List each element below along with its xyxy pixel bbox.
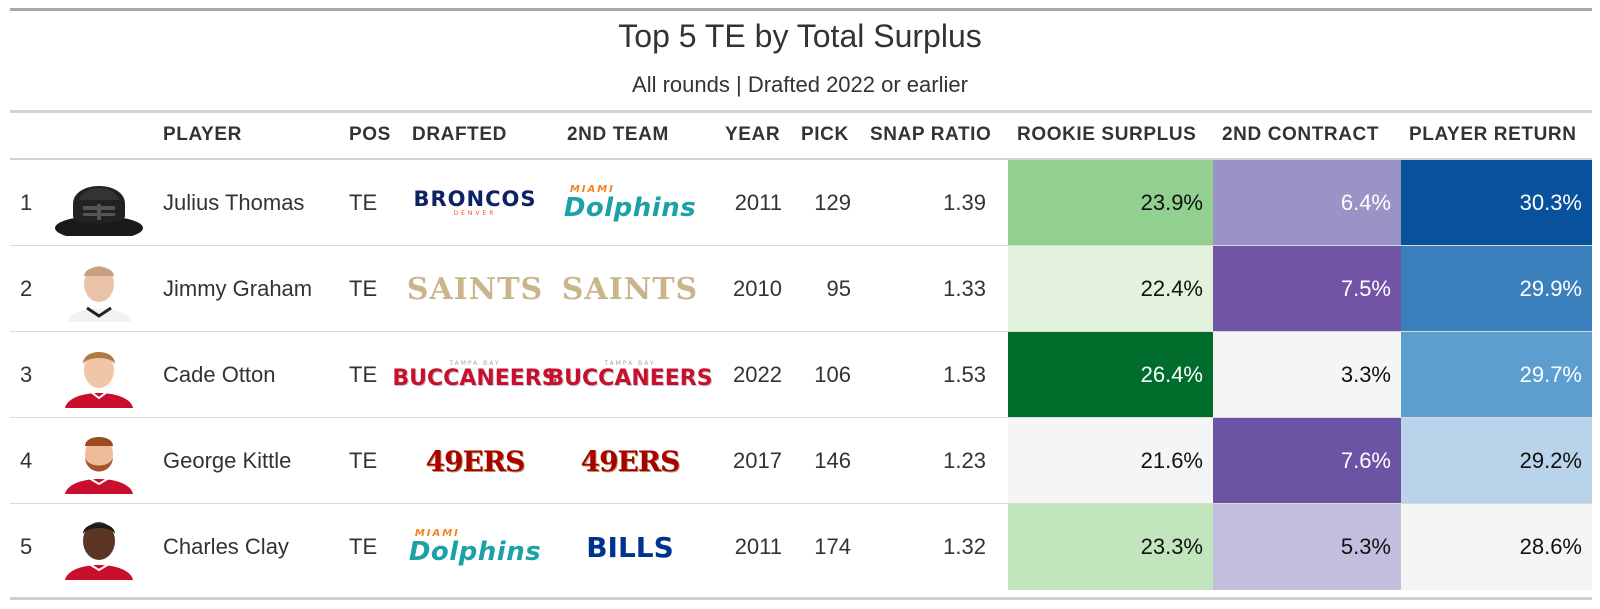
drafted-team-cell: TAMPA BAY BUCCANEERS (392, 332, 557, 418)
dolphins-logo: MIAMI Dolphins (563, 184, 697, 223)
second-contract-cell: 3.3% (1213, 332, 1401, 418)
drafted-team-cell: SAINTS (400, 246, 550, 332)
snap-ratio-cell: 1.53 (943, 362, 986, 387)
player-return-cell: 29.7% (1401, 332, 1592, 418)
chart-title: Top 5 TE by Total Surplus (618, 18, 982, 54)
rookie-surplus-cell: 26.4% (1008, 332, 1213, 418)
year-cell: 2011 (734, 190, 782, 215)
second-team-cell: TAMPA BAY BUCCANEERS (547, 332, 712, 418)
header-player: PLAYER (163, 124, 242, 145)
header-2nd-contract: 2ND CONTRACT (1222, 124, 1380, 145)
rank-cell: 4 (20, 448, 33, 473)
drafted-team-cell: MIAMI Dolphins (400, 504, 550, 590)
player-photo (52, 160, 146, 246)
player-name-cell: Charles Clay (163, 534, 289, 559)
second-team-cell: MIAMI Dolphins (555, 160, 705, 246)
49ers-logo: 49ERS (580, 444, 681, 478)
chart-subtitle: All rounds | Drafted 2022 or earlier (632, 72, 968, 97)
pick-cell: 95 (826, 276, 851, 301)
rank-cell: 5 (20, 534, 33, 559)
player-return-cell: 29.2% (1401, 418, 1592, 504)
rookie-surplus-cell: 23.9% (1008, 160, 1213, 246)
second-contract-cell: 5.3% (1213, 504, 1401, 590)
second-contract-cell: 7.5% (1213, 246, 1401, 332)
header-bottom-rule (10, 158, 1592, 160)
player-photo (52, 418, 146, 504)
player-return-cell: 30.3% (1401, 160, 1592, 246)
second-contract-cell: 6.4% (1213, 160, 1401, 246)
rank-cell: 1 (20, 190, 33, 215)
player-name-cell: Cade Otton (163, 362, 276, 387)
header-year: YEAR (725, 124, 781, 145)
snap-ratio-cell: 1.32 (943, 534, 986, 559)
table-row: 5 Charles Clay TE MIAMI Dolphins BILLS 2011 174… (10, 504, 1592, 590)
header-snap-ratio: SNAP RATIO (870, 124, 992, 145)
second-team-cell: BILLS (555, 504, 705, 590)
row-divider (10, 417, 1592, 418)
rookie-surplus-cell: 21.6% (1008, 418, 1213, 504)
player-photo (52, 504, 146, 590)
player-name-cell: Julius Thomas (163, 190, 305, 215)
table-row: 1 Julius Thomas TE BRONCOS DENVER MIAMI Dolphi… (10, 160, 1592, 246)
bills-logo: BILLS (586, 530, 674, 564)
header-rookie-surplus: ROOKIE SURPLUS (1017, 124, 1197, 145)
year-cell: 2017 (733, 448, 782, 473)
pos-cell: TE (349, 190, 378, 215)
year-cell: 2022 (733, 362, 782, 387)
drafted-team-cell: BRONCOS DENVER (400, 160, 550, 246)
player-photo (52, 246, 146, 332)
year-cell: 2011 (734, 534, 782, 559)
rookie-surplus-cell: 23.3% (1008, 504, 1213, 590)
broncos-logo: BRONCOS DENVER (413, 187, 537, 217)
pos-cell: TE (349, 362, 378, 387)
saints-logo: SAINTS (561, 271, 699, 307)
header-pick: PICK (801, 124, 849, 145)
snap-ratio-cell: 1.23 (943, 448, 986, 473)
header-player-return: PLAYER RETURN (1409, 124, 1577, 145)
header-2nd-team: 2ND TEAM (567, 124, 669, 145)
buccaneers-logo: TAMPA BAY BUCCANEERS (392, 359, 558, 391)
row-divider (10, 245, 1592, 246)
header-pos: POS (349, 124, 391, 145)
player-return-cell: 29.9% (1401, 246, 1592, 332)
player-name-cell: Jimmy Graham (163, 276, 313, 301)
rookie-surplus-cell: 22.4% (1008, 246, 1213, 332)
table-row: 2 Jimmy Graham TE SAINTS SAINTS 2010 95 1.33 22.… (10, 246, 1592, 332)
player-name-cell: George Kittle (163, 448, 292, 473)
snap-ratio-cell: 1.33 (943, 276, 986, 301)
buccaneers-logo: TAMPA BAY BUCCANEERS (547, 359, 713, 391)
player-photo (52, 332, 146, 418)
pick-cell: 174 (814, 534, 851, 559)
rank-cell: 3 (20, 362, 33, 387)
header-top-rule (10, 110, 1592, 113)
drafted-team-cell: 49ERS (400, 418, 550, 504)
pick-cell: 146 (814, 448, 851, 473)
dolphins-logo: MIAMI Dolphins (408, 528, 542, 567)
pos-cell: TE (349, 276, 378, 301)
player-return-cell: 28.6% (1401, 504, 1592, 590)
pick-cell: 106 (814, 362, 851, 387)
bottom-rule (10, 597, 1592, 600)
second-contract-cell: 7.6% (1213, 418, 1401, 504)
row-divider (10, 503, 1592, 504)
second-team-cell: 49ERS (555, 418, 705, 504)
header-drafted: DRAFTED (412, 124, 507, 145)
table-row: 4 George Kittle TE 49ERS 49ERS 2017 146 1.23 21.… (10, 418, 1592, 504)
year-cell: 2010 (733, 276, 782, 301)
pos-cell: TE (349, 534, 378, 559)
row-divider (10, 331, 1592, 332)
pick-cell: 129 (814, 190, 851, 215)
pos-cell: TE (349, 448, 378, 473)
49ers-logo: 49ERS (425, 444, 526, 478)
second-team-cell: SAINTS (555, 246, 705, 332)
table-row: 3 Cade Otton TE TAMPA BAY BUCCANEERS TAMPA BA… (10, 332, 1592, 418)
saints-logo: SAINTS (406, 271, 544, 307)
rank-cell: 2 (20, 276, 33, 301)
snap-ratio-cell: 1.39 (943, 190, 986, 215)
top-rule (10, 8, 1592, 11)
